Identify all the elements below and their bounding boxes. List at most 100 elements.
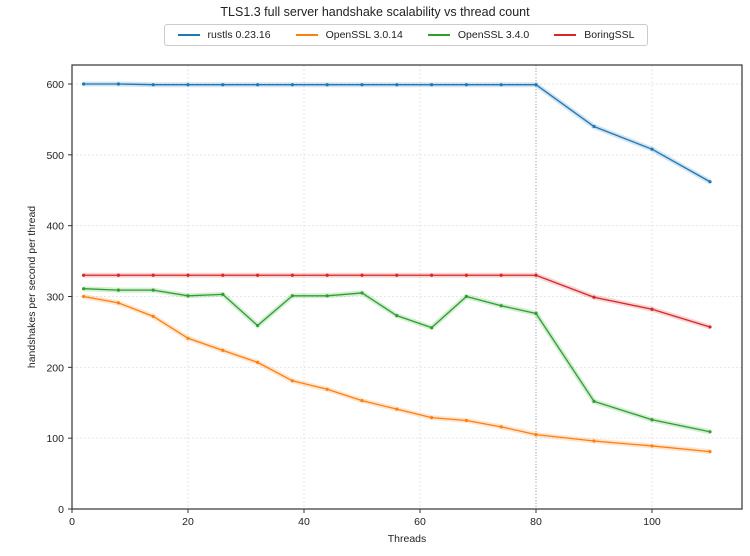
- data-point: [186, 83, 190, 87]
- data-point: [256, 273, 260, 277]
- data-point: [82, 287, 86, 291]
- data-point: [395, 83, 399, 87]
- data-point: [499, 304, 503, 308]
- data-point: [325, 294, 329, 298]
- data-point: [256, 83, 260, 87]
- series-line: [83, 83, 711, 183]
- data-point: [708, 430, 712, 434]
- data-point: [290, 273, 294, 277]
- data-point: [534, 83, 538, 87]
- x-tick-label: 20: [182, 516, 194, 528]
- data-point: [256, 360, 260, 364]
- data-point: [534, 433, 538, 437]
- data-point: [186, 273, 190, 277]
- legend-swatch: [177, 34, 200, 36]
- data-point: [151, 288, 155, 292]
- legend: rustls 0.23.16 OpenSSL 3.0.14 OpenSSL 3.…: [164, 24, 648, 46]
- data-point: [430, 273, 434, 277]
- data-point: [708, 325, 712, 329]
- series-band: [83, 294, 711, 455]
- legend-item-openssl-3-0: OpenSSL 3.0.14: [295, 29, 403, 41]
- data-point: [464, 83, 468, 87]
- y-tick-label: 500: [46, 150, 64, 162]
- data-point: [499, 83, 503, 87]
- data-point: [360, 291, 364, 295]
- legend-swatch: [427, 34, 450, 36]
- legend-label: OpenSSL 3.0.14: [325, 29, 403, 41]
- data-point: [464, 294, 468, 299]
- data-point: [464, 418, 468, 423]
- data-point: [534, 273, 538, 277]
- legend-item-boringssl: BoringSSL: [554, 29, 634, 41]
- data-point: [650, 418, 654, 422]
- series-band: [83, 81, 712, 184]
- series-line: [83, 274, 711, 328]
- data-point: [395, 273, 399, 277]
- legend-swatch: [295, 34, 318, 36]
- data-point: [256, 323, 260, 328]
- data-point: [708, 180, 712, 184]
- data-point: [82, 82, 86, 86]
- data-point: [151, 314, 155, 318]
- data-point: [650, 147, 654, 151]
- y-tick-label: 0: [58, 504, 64, 516]
- y-tick-label: 600: [46, 79, 64, 91]
- data-point: [592, 439, 596, 443]
- data-point: [82, 294, 86, 299]
- x-tick-label: 40: [298, 516, 310, 528]
- x-tick-label: 100: [643, 516, 661, 528]
- x-axis-label: Threads: [388, 533, 427, 545]
- data-point: [499, 425, 503, 429]
- data-point: [221, 348, 225, 352]
- x-tick-label: 60: [414, 516, 426, 528]
- data-point: [290, 83, 294, 87]
- legend-label: rustls 0.23.16: [207, 29, 271, 41]
- data-point: [186, 336, 190, 340]
- x-tick-label: 0: [69, 516, 75, 528]
- legend-label: OpenSSL 3.4.0: [457, 29, 530, 41]
- data-point: [499, 273, 503, 277]
- legend-swatch: [554, 34, 577, 36]
- data-point: [116, 273, 120, 277]
- data-point: [325, 273, 329, 277]
- data-point: [650, 307, 654, 311]
- data-point: [360, 273, 364, 277]
- series-band: [83, 272, 711, 330]
- data-point: [430, 416, 434, 420]
- data-point: [221, 83, 225, 87]
- chart-title: TLS1.3 full server handshake scalability…: [220, 5, 530, 19]
- data-point: [82, 273, 86, 277]
- plot-frame: [71, 64, 743, 510]
- y-tick-label: 400: [46, 221, 64, 233]
- data-point: [592, 399, 596, 403]
- data-point: [221, 292, 225, 296]
- data-point: [325, 83, 329, 87]
- y-tick-label: 300: [46, 292, 64, 304]
- legend-label: BoringSSL: [584, 29, 635, 41]
- data-point: [116, 82, 120, 86]
- data-point: [592, 124, 596, 129]
- y-tick-label: 200: [46, 362, 64, 374]
- y-tick-label: 100: [46, 433, 64, 445]
- data-point: [360, 83, 364, 87]
- series-line: [83, 288, 711, 433]
- data-point: [186, 294, 190, 298]
- data-point: [290, 379, 294, 383]
- data-point: [360, 399, 364, 403]
- series-band: [83, 286, 711, 435]
- data-point: [430, 83, 434, 87]
- y-axis-label: handshakes per second per thread: [26, 206, 38, 368]
- data-point: [592, 295, 596, 299]
- legend-item-rustls: rustls 0.23.16: [177, 29, 271, 41]
- series-line: [83, 295, 711, 453]
- data-point: [151, 273, 155, 277]
- data-point: [221, 273, 225, 277]
- data-point: [430, 326, 434, 330]
- data-point: [395, 314, 399, 318]
- data-point: [325, 387, 329, 391]
- x-tick-label: 80: [530, 516, 542, 528]
- legend-item-openssl-3-4: OpenSSL 3.4.0: [427, 29, 530, 41]
- data-point: [395, 407, 399, 411]
- data-point: [151, 83, 155, 87]
